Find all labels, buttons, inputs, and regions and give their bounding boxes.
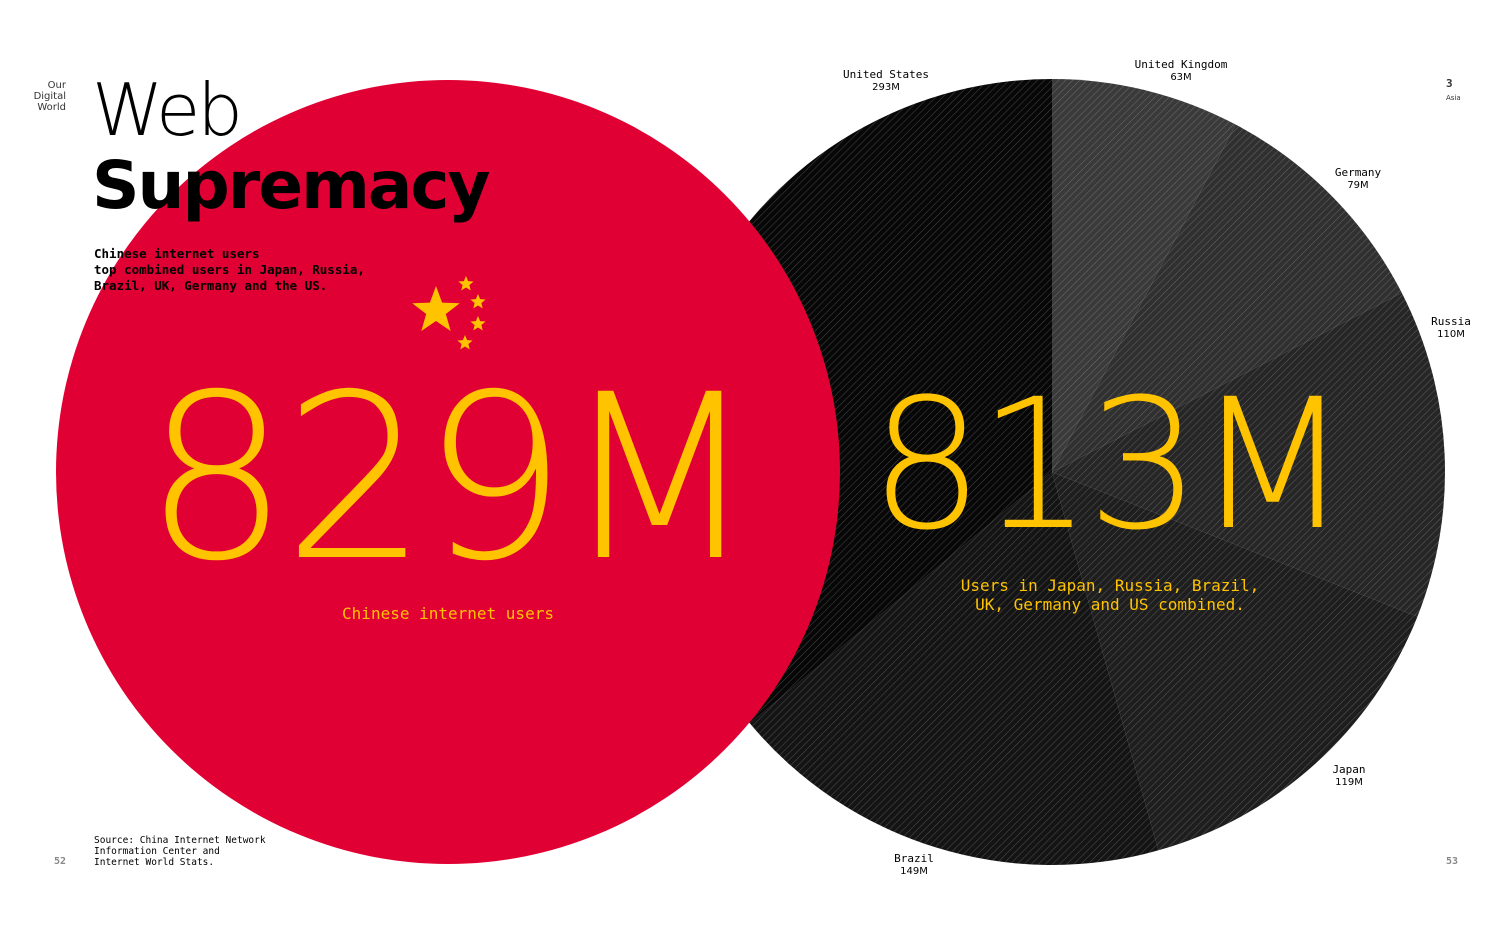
- china-total-label: 829M: [144, 345, 758, 611]
- pie-slice-hatch-brazil: [749, 472, 1159, 866]
- country-label-russia: Russia 110M: [1431, 315, 1471, 341]
- country-name: Japan: [1332, 763, 1366, 776]
- small-star-icon: [470, 294, 486, 309]
- page-number-left: 52: [54, 856, 67, 867]
- source-note: Source: China Internet Network Informati…: [94, 835, 294, 868]
- source-line: Internet World Stats.: [94, 857, 215, 868]
- subtitle-line: top combined users in Japan, Russia,: [94, 262, 365, 277]
- title-supremacy: Supremacy: [92, 147, 491, 224]
- country-value: 110M: [1437, 329, 1465, 340]
- country-value: 149M: [900, 866, 928, 877]
- combined-caption-line: Users in Japan, Russia, Brazil,: [960, 576, 1260, 595]
- source-line: Source: China Internet Network: [94, 835, 266, 846]
- country-name: United Kingdom: [1134, 58, 1228, 71]
- country-label-united-states: United States 293M: [843, 68, 929, 94]
- subtitle-line: Brazil, UK, Germany and the US.: [94, 278, 328, 293]
- pie-slice-hatch-germany: [1052, 124, 1402, 473]
- country-value: 63M: [1170, 72, 1192, 83]
- china-circle: [56, 80, 840, 864]
- section-number: 3: [1446, 77, 1453, 90]
- china-flag-stars-icon: [412, 276, 486, 350]
- subtitle: Chinese internet users top combined user…: [94, 246, 374, 294]
- country-name: Brazil: [894, 852, 934, 865]
- small-star-icon: [470, 316, 486, 331]
- sidebar-line: Digital: [33, 91, 66, 102]
- combined-caption-line: UK, Germany and US combined.: [975, 595, 1245, 614]
- combined-total-label: 813M: [869, 361, 1351, 570]
- section-name: Asia: [1446, 94, 1461, 102]
- china-caption: Chinese internet users: [342, 604, 554, 623]
- country-value: 293M: [872, 82, 900, 93]
- small-star-icon: [457, 335, 473, 350]
- big-star-icon: [412, 286, 460, 331]
- magazine-sidebar: Our Digital World: [14, 80, 66, 113]
- country-value: 79M: [1347, 180, 1369, 191]
- country-label-japan: Japan 119M: [1332, 763, 1365, 789]
- country-name: Germany: [1334, 166, 1382, 179]
- pie-slice-hatch-japan: [1052, 472, 1418, 851]
- pie-slice-hatch-russia: [1052, 292, 1446, 617]
- pie-slice-hatch-united-kingdom: [1052, 79, 1236, 472]
- country-value: 119M: [1335, 777, 1363, 788]
- country-label-germany: Germany 79M: [1335, 166, 1381, 192]
- source-line: Information Center and: [94, 846, 220, 857]
- combined-caption: Users in Japan, Russia, Brazil, UK, Germ…: [940, 576, 1280, 614]
- title-web: Web: [92, 68, 243, 152]
- small-star-icon: [458, 276, 474, 291]
- sidebar-line: Our: [47, 80, 66, 91]
- country-label-united-kingdom: United Kingdom 63M: [1135, 58, 1228, 84]
- page-number-right: 53: [1446, 856, 1459, 867]
- subtitle-line: Chinese internet users: [94, 246, 260, 261]
- country-label-brazil: Brazil 149M: [894, 852, 934, 878]
- country-name: Russia: [1431, 315, 1471, 328]
- country-name: United States: [842, 68, 930, 81]
- sidebar-line: World: [37, 102, 66, 113]
